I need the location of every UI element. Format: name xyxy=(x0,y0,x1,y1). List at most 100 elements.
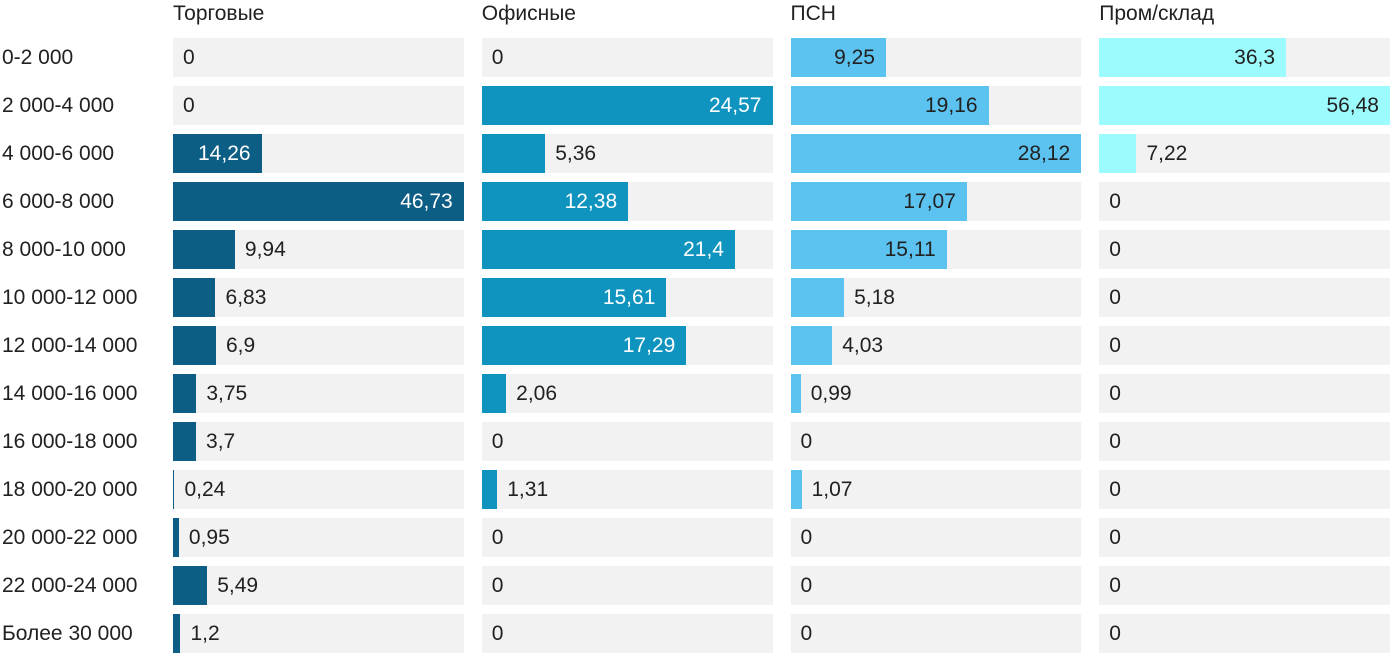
bar-track: 0 xyxy=(481,614,773,653)
row-label: 18 000-20 000 xyxy=(2,477,138,501)
bar xyxy=(790,38,887,77)
bar-track: 0 xyxy=(481,566,773,605)
value-label: 3,75 xyxy=(206,381,248,405)
bar-track: 0 xyxy=(1099,422,1390,461)
bar-track: 15,61 xyxy=(481,278,773,317)
value-label: 0,24 xyxy=(184,477,226,501)
value-label: 17,29 xyxy=(622,333,676,357)
value-label: 5,18 xyxy=(854,285,895,309)
value-label: 5,36 xyxy=(555,141,597,165)
row-label: 22 000-24 000 xyxy=(2,573,138,597)
value-label: 0 xyxy=(800,573,813,597)
chart-cell: 5,36 xyxy=(481,134,773,173)
bar-track: 0 xyxy=(1099,470,1390,509)
chart-cell: 7,22 xyxy=(1099,134,1390,173)
bar-track: 19,16 xyxy=(790,86,1082,125)
chart-cell: 24,57 xyxy=(481,86,773,125)
bar xyxy=(790,230,947,269)
row-label: 16 000-18 000 xyxy=(2,429,138,453)
chart-cell: 6,83 xyxy=(173,278,464,317)
bar xyxy=(173,230,235,269)
value-label: 56,48 xyxy=(1326,93,1379,117)
bar xyxy=(790,86,989,125)
value-label: 46,73 xyxy=(400,189,453,213)
chart-cell: 2,06 xyxy=(481,374,773,413)
value-label: 17,07 xyxy=(903,189,956,213)
chart-cell: 36,3 xyxy=(1099,38,1390,77)
chart-cell: 12,38 xyxy=(481,182,773,221)
bar-track: 56,48 xyxy=(1099,86,1390,125)
value-label: 5,49 xyxy=(217,573,259,597)
chart-cell: 0,99 xyxy=(790,374,1082,413)
chart-cell: 9,94 xyxy=(173,230,464,269)
chart-cell: 17,29 xyxy=(481,326,773,365)
bar-track: 0,24 xyxy=(173,470,464,509)
bar xyxy=(481,134,546,173)
chart-cell: 0 xyxy=(1099,518,1390,557)
value-label: 12,38 xyxy=(564,189,618,213)
chart-cell: 1,2 xyxy=(173,614,464,653)
chart-cell: 5,18 xyxy=(790,278,1082,317)
value-label: 0 xyxy=(1109,381,1121,405)
value-label: 7,22 xyxy=(1146,141,1188,165)
chart-cell: 3,7 xyxy=(173,422,464,461)
chart-cell: 0 xyxy=(1099,230,1390,269)
bar xyxy=(481,326,687,365)
value-label: 0 xyxy=(800,621,813,645)
bar-track: 24,57 xyxy=(481,86,773,125)
bar-track: 0 xyxy=(1099,614,1390,653)
row-label: 4 000-6 000 xyxy=(2,141,115,165)
bar-track: 9,94 xyxy=(173,230,464,269)
bar xyxy=(1099,86,1390,125)
bar-track: 4,03 xyxy=(790,326,1082,365)
chart-cell: 0 xyxy=(481,518,773,557)
value-label: 0 xyxy=(183,93,195,117)
bar xyxy=(790,470,802,509)
value-label: 21,4 xyxy=(683,237,724,261)
value-label: 15,61 xyxy=(602,285,656,309)
bar-track: 0 xyxy=(790,614,1082,653)
bar xyxy=(481,230,735,269)
value-label: 0 xyxy=(491,525,504,549)
chart-cell: 0 xyxy=(1099,470,1390,509)
value-label: 36,3 xyxy=(1234,45,1276,69)
value-label: 28,12 xyxy=(1017,141,1071,165)
value-label: 24,57 xyxy=(708,93,762,117)
chart-cell: 0 xyxy=(790,422,1082,461)
bar xyxy=(481,86,773,125)
bar xyxy=(173,134,262,173)
value-label: 0 xyxy=(1109,477,1121,501)
chart-cell: 3,75 xyxy=(173,374,464,413)
bar-track: 36,3 xyxy=(1099,38,1390,77)
bar-track: 6,9 xyxy=(173,326,464,365)
chart-cell: 46,73 xyxy=(173,182,464,221)
value-label: 0 xyxy=(1109,285,1121,309)
value-label: 0 xyxy=(800,429,813,453)
value-label: 0,95 xyxy=(188,525,230,549)
row-label: Более 30 000 xyxy=(2,621,133,645)
bar xyxy=(790,278,845,317)
bar xyxy=(790,374,801,413)
bar-track: 1,07 xyxy=(790,470,1082,509)
value-label: 0,99 xyxy=(810,381,852,405)
bar-track: 0 xyxy=(1099,326,1390,365)
bar xyxy=(1099,134,1137,173)
chart-cell: 15,11 xyxy=(790,230,1082,269)
value-label: 0 xyxy=(1109,429,1121,453)
chart-cell: 0 xyxy=(1099,422,1390,461)
value-label: 0 xyxy=(1109,621,1121,645)
bar-track: 0 xyxy=(481,518,773,557)
chart-cell: 0 xyxy=(481,614,773,653)
value-label: 15,11 xyxy=(884,237,936,261)
bar-track: 17,07 xyxy=(790,182,1082,221)
bar-track: 0,99 xyxy=(790,374,1082,413)
value-label: 0 xyxy=(491,429,504,453)
value-label: 9,94 xyxy=(244,237,286,261)
row-label: 0-2 000 xyxy=(2,45,74,69)
value-label: 2,06 xyxy=(516,381,558,405)
bar-track: 28,12 xyxy=(790,134,1082,173)
chart-cell: 0 xyxy=(1099,614,1390,653)
bar-track: 14,26 xyxy=(173,134,464,173)
value-label: 19,16 xyxy=(924,93,978,117)
bar xyxy=(173,614,181,653)
